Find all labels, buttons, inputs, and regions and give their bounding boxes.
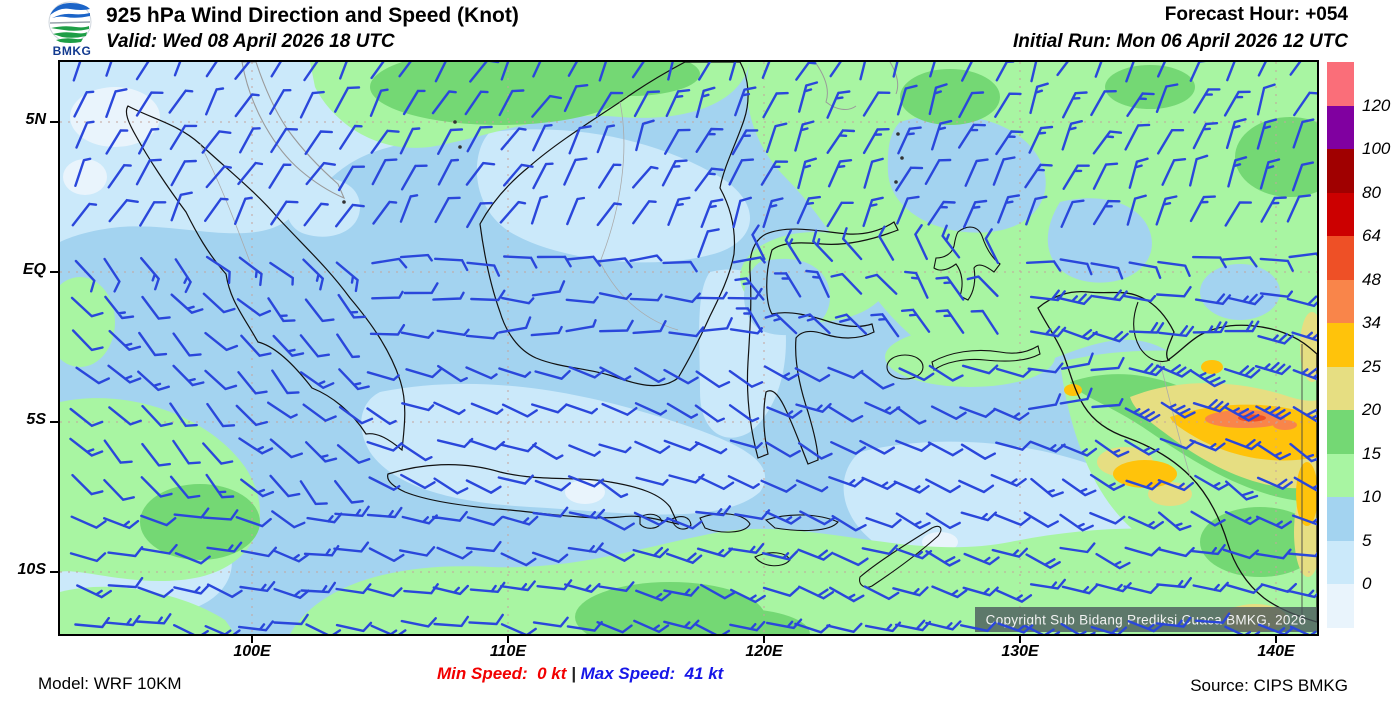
speed-region [476,129,750,263]
lon-tick [507,636,509,643]
wind-map: Copyright Sub Bidang Prediksi Cuaca BMKG… [60,62,1317,634]
coastline [599,101,679,331]
speed-region [63,159,107,195]
speed-region [1105,65,1195,109]
coastline [746,221,899,465]
coastline [933,226,1001,301]
legend-swatch [1327,497,1354,541]
speed-region [1064,384,1082,396]
legend-swatch [1327,323,1354,367]
speed-region [885,327,1055,387]
speed-region [560,62,700,96]
lat-tick-label: 5N [25,111,46,128]
legend-swatch [1327,584,1354,628]
speed-region [140,484,260,560]
legend-value: 120 [1362,95,1391,115]
legend-value: 10 [1362,487,1381,506]
forecast-hour: Forecast Hour: +054 [1164,4,1348,25]
valid-time: Valid: Wed 08 April 2026 18 UTC [106,31,395,52]
separator: | [571,664,581,683]
coastline [387,464,680,525]
map-plot-area: Copyright Sub Bidang Prediksi Cuaca BMKG… [58,60,1319,636]
legend-swatch [1327,105,1354,149]
min-speed-label: Min Speed: [437,664,533,683]
min-speed-value: 0 kt [532,664,572,683]
legend-swatch [1327,279,1354,323]
bmkg-logo-text: BMKG [52,44,92,58]
speed-region [1201,360,1223,374]
lon-tick-label: 140E [1257,643,1295,660]
coastline [1159,361,1191,477]
model-label: Model: WRF 10KM [38,674,182,693]
coastline [1133,301,1171,363]
lat-tick [50,421,58,423]
coastline [889,62,899,95]
lat-tick [50,571,58,573]
legend-value: 34 [1362,313,1381,332]
legend-value: 15 [1362,443,1381,463]
legend-swatch [1327,149,1354,193]
small-island [896,132,900,136]
legend-value: 5 [1362,530,1372,550]
lat-tick-label: EQ [22,261,46,278]
lon-tick-label: 130E [1001,643,1039,660]
coastline [764,514,839,531]
lon-tick [1275,636,1277,643]
lon-tick [763,636,765,643]
legend-value: 20 [1362,400,1381,419]
lon-tick-label: 100E [233,643,271,660]
speed-region [290,522,1317,634]
speed-region [670,609,810,634]
lon-tick-label: 110E [489,643,527,660]
initial-run: Initial Run: Mon 06 April 2026 12 UTC [1012,31,1348,52]
coastline [199,143,251,263]
speed-region [1296,462,1317,526]
small-island [894,180,898,184]
coastline [479,62,749,387]
legend-value: 64 [1362,226,1381,245]
coastline [886,354,924,380]
speed-region [1273,420,1297,430]
lon-tick [1019,636,1021,643]
coastline [241,62,346,200]
speed-region [900,69,1000,125]
legend-swatch [1327,236,1354,280]
legend-swatch [1327,192,1354,236]
small-island [900,156,904,160]
legend-swatch [1327,453,1354,497]
small-island [342,200,346,204]
small-island [453,120,457,124]
legend-swatch [1327,366,1354,410]
legend-swatch [1327,410,1354,454]
source-label: Source: CIPS BMKG [1190,676,1348,695]
lat-tick-label: 5S [26,411,46,428]
legend-value: 80 [1362,182,1381,202]
max-speed-value: 41 kt [679,664,724,683]
coastline [671,516,692,530]
legend-swatch [1327,540,1354,584]
bmkg-logo-icon [46,1,104,59]
lon-tick-label: 120E [745,643,783,660]
legend-value: 0 [1362,574,1372,593]
coastline [125,105,406,452]
lat-tick-label: 10S [17,561,46,578]
coastline [931,345,1041,371]
legend-swatch [1327,62,1354,106]
page-title: 925 hPa Wind Direction and Speed (Knot) [106,4,519,27]
max-speed-label: Max Speed: [580,664,680,683]
lat-tick [50,121,58,123]
coastline [814,62,857,110]
legend-value: 100 [1362,139,1391,158]
min-max-speed: Min Speed: 0 kt | Max Speed: 41 kt [437,664,723,684]
lat-tick [50,271,58,273]
lon-tick [251,636,253,643]
speed-region [70,87,160,147]
legend-value: 25 [1362,356,1381,376]
legend-value: 48 [1362,269,1381,289]
small-island [458,145,462,149]
wind-barbs [69,62,1317,634]
speed-region [60,586,235,634]
speed-region [1200,264,1280,320]
